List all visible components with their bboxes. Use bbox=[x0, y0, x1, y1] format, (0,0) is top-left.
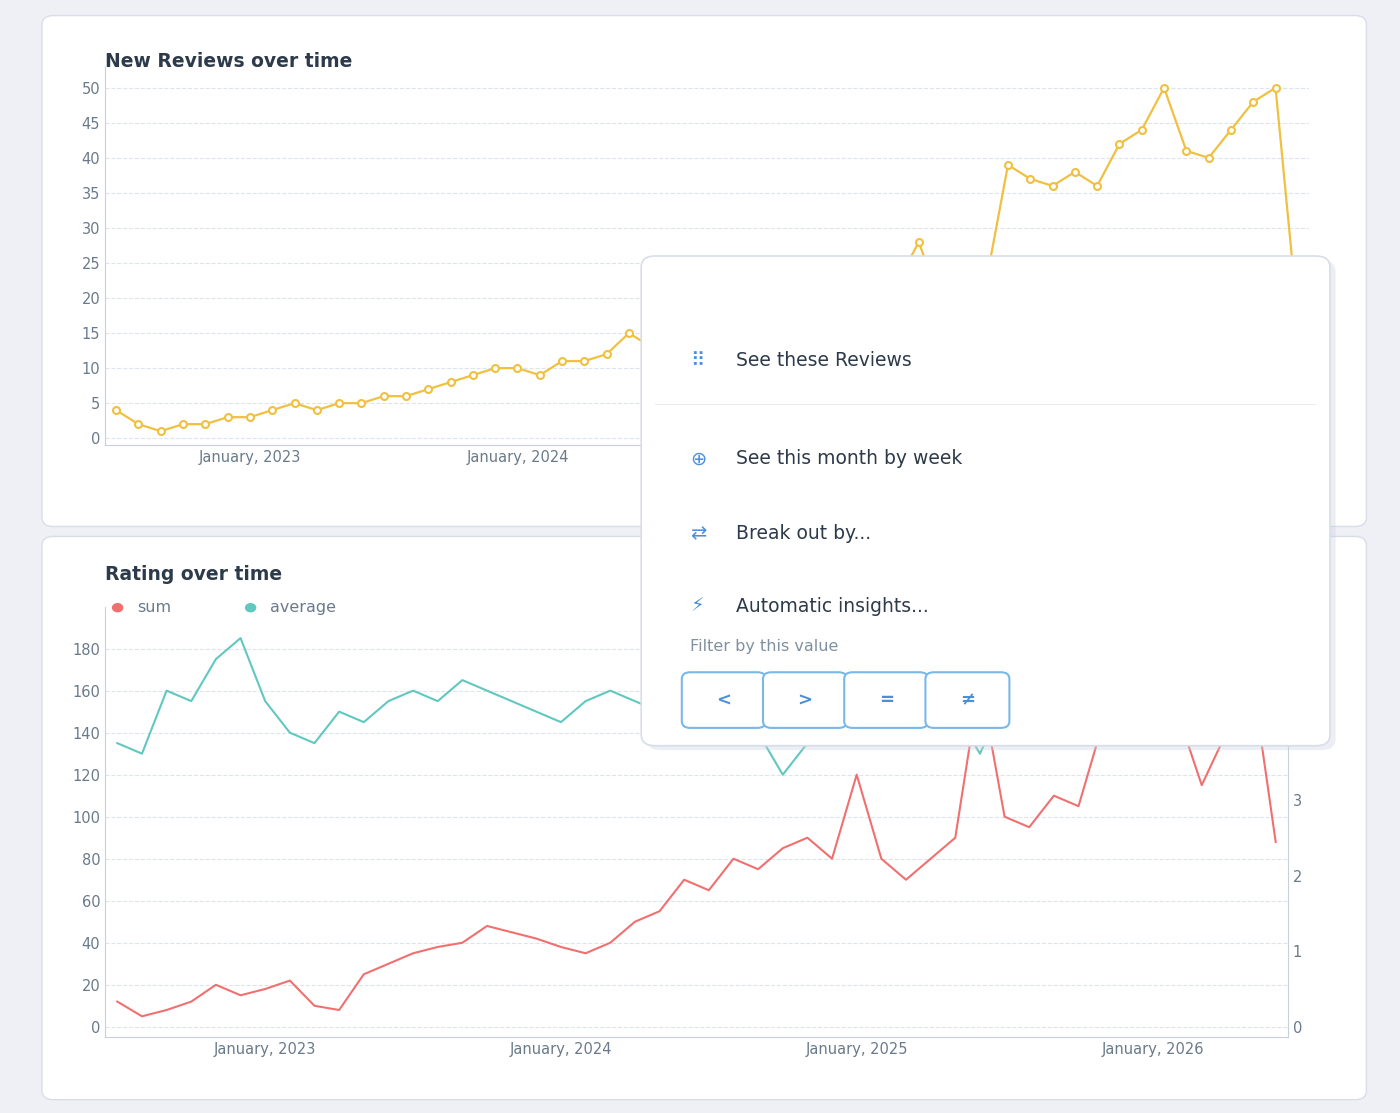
Point bbox=[239, 408, 262, 426]
Point bbox=[507, 359, 529, 377]
Point bbox=[1152, 79, 1175, 97]
Text: See this month by week: See this month by week bbox=[736, 450, 963, 469]
Point bbox=[1219, 121, 1242, 139]
Point bbox=[819, 296, 841, 314]
Point bbox=[1287, 311, 1309, 328]
Point bbox=[1109, 135, 1131, 152]
Point bbox=[150, 422, 172, 440]
Point bbox=[907, 233, 930, 250]
Point bbox=[685, 345, 707, 363]
Point bbox=[305, 402, 328, 420]
Point bbox=[328, 394, 350, 412]
Text: Rating over time: Rating over time bbox=[105, 565, 283, 584]
Point bbox=[1064, 162, 1086, 180]
Point bbox=[974, 275, 997, 293]
Point bbox=[573, 352, 595, 370]
Point bbox=[1242, 92, 1264, 110]
Point bbox=[774, 332, 797, 349]
Point bbox=[885, 275, 907, 293]
Point bbox=[172, 415, 195, 433]
Point bbox=[952, 289, 974, 307]
Point bbox=[195, 415, 217, 433]
Point bbox=[841, 289, 864, 307]
Text: ⚡: ⚡ bbox=[690, 597, 704, 615]
Point bbox=[930, 296, 952, 314]
Point bbox=[707, 352, 729, 370]
Text: ⠿: ⠿ bbox=[690, 351, 704, 371]
Point bbox=[417, 381, 440, 398]
Point bbox=[127, 415, 150, 433]
Point bbox=[260, 402, 283, 420]
Text: >: > bbox=[798, 691, 812, 709]
Point bbox=[372, 387, 395, 405]
Point bbox=[1197, 149, 1219, 167]
Point bbox=[484, 359, 507, 377]
Point bbox=[550, 352, 573, 370]
Point bbox=[797, 289, 819, 307]
Text: <: < bbox=[717, 691, 731, 709]
Point bbox=[105, 402, 127, 420]
Point bbox=[862, 282, 885, 299]
Point bbox=[1086, 177, 1109, 195]
Point bbox=[1131, 121, 1154, 139]
Point bbox=[1175, 142, 1197, 160]
Point bbox=[1264, 79, 1287, 97]
Text: Automatic insights...: Automatic insights... bbox=[736, 597, 930, 615]
Point bbox=[640, 338, 662, 356]
Point bbox=[217, 408, 239, 426]
Text: sum: sum bbox=[137, 600, 171, 615]
Text: New Reviews over time: New Reviews over time bbox=[105, 52, 353, 71]
Point bbox=[752, 352, 774, 370]
Point bbox=[440, 373, 462, 391]
Point bbox=[729, 359, 752, 377]
Point bbox=[283, 394, 305, 412]
Point bbox=[595, 345, 617, 363]
Text: =: = bbox=[879, 691, 893, 709]
Point bbox=[617, 324, 640, 342]
Text: ≠: ≠ bbox=[960, 691, 974, 709]
Text: Break out by...: Break out by... bbox=[736, 524, 872, 543]
Point bbox=[462, 366, 484, 384]
Text: ⇄: ⇄ bbox=[690, 524, 707, 543]
Text: ⊕: ⊕ bbox=[690, 450, 707, 469]
Point bbox=[395, 387, 417, 405]
Text: Filter by this value: Filter by this value bbox=[690, 639, 839, 654]
Point bbox=[350, 394, 372, 412]
Point bbox=[1042, 177, 1064, 195]
Point bbox=[1019, 170, 1042, 188]
Text: Creat: Creat bbox=[1264, 459, 1302, 473]
Point bbox=[529, 366, 552, 384]
Point bbox=[662, 317, 685, 335]
Text: See these Reviews: See these Reviews bbox=[736, 351, 913, 371]
Text: average: average bbox=[270, 600, 336, 615]
Point bbox=[997, 156, 1019, 174]
